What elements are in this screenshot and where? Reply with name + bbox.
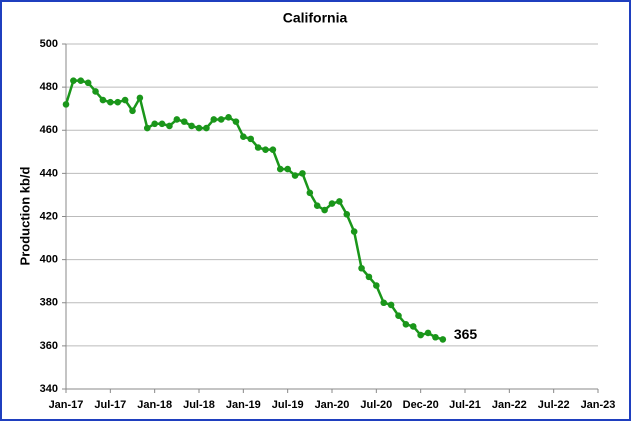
point (151, 120, 158, 128)
y-tick-label: 420 (40, 210, 58, 222)
point (225, 114, 232, 121)
y-tick-label: 380 (40, 297, 58, 309)
point (114, 98, 122, 106)
point (99, 96, 107, 104)
y-axis-label: Production kb/d (17, 166, 32, 265)
x-tick-label: Jul-22 (538, 399, 570, 411)
chart-title: California (283, 10, 348, 26)
x-tick-label: Jul-19 (272, 399, 304, 411)
y-tick-label: 340 (40, 383, 58, 395)
point (439, 336, 447, 343)
x-tick-label: Jan-20 (315, 399, 350, 411)
y-tick-label: 480 (40, 81, 58, 93)
point (195, 124, 203, 132)
x-tick-label: Dec-20 (403, 399, 439, 411)
x-tick-label: Jul-20 (360, 399, 392, 411)
point (365, 273, 373, 281)
point (395, 312, 402, 319)
point (313, 202, 321, 210)
point (84, 79, 92, 87)
point (336, 198, 343, 205)
point (409, 323, 417, 330)
x-tick-label: Jan-17 (49, 399, 84, 411)
point (158, 120, 166, 128)
point (358, 264, 365, 272)
x-tick-label: Jan-22 (492, 399, 527, 411)
point (77, 77, 85, 84)
point (247, 135, 255, 143)
point (166, 122, 173, 130)
point (180, 118, 188, 125)
point (188, 122, 195, 130)
point (276, 165, 284, 173)
annotation: 365 (454, 326, 478, 342)
point (291, 172, 299, 179)
x-tick-label: Jan-19 (226, 399, 261, 411)
point (62, 101, 70, 108)
x-tick-label: Jan-18 (137, 399, 172, 411)
point (254, 144, 262, 151)
point (210, 116, 218, 123)
y-tick-label: 400 (40, 254, 58, 266)
point (373, 282, 380, 289)
point (321, 206, 328, 214)
point (432, 333, 439, 341)
point (129, 107, 136, 115)
point (121, 96, 129, 104)
point (217, 116, 225, 123)
point (343, 211, 351, 218)
point (136, 94, 144, 102)
y-tick-label: 440 (40, 167, 58, 179)
point (380, 299, 388, 307)
point (417, 331, 424, 339)
y-tick-label: 500 (40, 38, 58, 50)
line (64, 79, 444, 341)
x-tick-label: Jul-21 (449, 399, 481, 411)
y-tick-label: 460 (40, 124, 58, 136)
point (240, 133, 247, 141)
point (203, 124, 210, 132)
x-tick-label: Jan-23 (581, 399, 616, 411)
point (402, 321, 410, 328)
point (92, 88, 99, 95)
point (70, 77, 77, 84)
x-tick-label: Jul-18 (183, 399, 215, 411)
point (269, 146, 277, 153)
point (328, 200, 336, 207)
point (284, 165, 291, 173)
point (143, 124, 151, 132)
point (306, 189, 314, 197)
point (173, 116, 181, 123)
point (350, 228, 358, 235)
point (107, 98, 114, 106)
point (299, 170, 306, 177)
y-tick-label: 360 (40, 340, 58, 352)
x-tick-label: Jul-17 (94, 399, 126, 411)
point (262, 146, 269, 153)
point (232, 118, 240, 125)
point (387, 301, 395, 309)
point (424, 329, 432, 337)
